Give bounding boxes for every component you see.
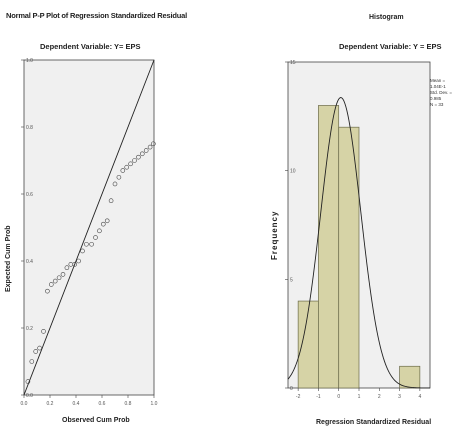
stats-n: N = 33 <box>430 102 444 107</box>
histogram-x-axis-label: Regression Standardized Residual <box>316 419 432 426</box>
histogram-y-tick-label: 10 <box>290 169 296 175</box>
histogram-x-tick-label: -2 <box>296 394 301 400</box>
histogram-x-tick-label: 2 <box>378 394 381 400</box>
pp-y-tick-label: 1.0 <box>26 58 33 64</box>
histogram-bar <box>399 365 421 389</box>
histogram-x-tick-label: 3 <box>398 394 401 400</box>
pp-x-tick-label: 0.4 <box>73 401 80 407</box>
pp-data-point <box>80 248 85 254</box>
pp-data-point <box>108 198 114 203</box>
pp-data-point <box>76 258 81 264</box>
pp-x-tick-label: 0.2 <box>47 401 54 407</box>
pp-x-tick-label: 0.8 <box>125 401 132 407</box>
pp-data-point <box>33 349 39 354</box>
pp-data-point <box>97 228 102 234</box>
pp-x-tick-label: 1.0 <box>151 401 158 407</box>
stats-mean: Mean = 1.04E-1 <box>430 78 446 89</box>
pp-data-point <box>132 158 137 163</box>
pp-data-point <box>89 241 94 247</box>
pp-plot-x-axis-label: Observed Cum Prob <box>62 417 130 424</box>
pp-data-point <box>29 359 35 364</box>
pp-data-point <box>101 221 106 227</box>
histogram-x-tick-label: 4 <box>418 394 421 400</box>
histogram-y-tick-label: 0 <box>290 386 293 392</box>
pp-data-point <box>147 144 153 150</box>
histogram-x-tick-label: 1 <box>358 394 361 400</box>
pp-data-point <box>48 282 54 287</box>
pp-data-point <box>120 168 126 173</box>
pp-data-point <box>52 278 58 284</box>
pp-data-point <box>72 262 77 267</box>
pp-data-point <box>124 164 129 170</box>
histogram-stats-legend: Mean = 1.04E-1 Std. Dev. = 0.985 N = 33 <box>430 78 458 108</box>
pp-plot: 0.0 0.2 0.4 0.6 0.8 1.0 0.0 0.2 0.4 0.6 0.8 1.0 <box>21 58 158 407</box>
pp-plot-subtitle: Dependent Variable: Y= EPS <box>40 42 141 51</box>
pp-data-point <box>93 235 98 240</box>
histogram-normal-curve <box>287 97 431 389</box>
pp-x-tick-label: 0.0 <box>21 401 28 407</box>
histogram-y-tick-label: 5 <box>290 277 293 283</box>
pp-data-point <box>104 218 110 224</box>
pp-plot-title: Normal P-P Plot of Regression Standardiz… <box>6 11 187 20</box>
histogram-bar <box>297 300 319 389</box>
pp-data-point <box>41 329 46 334</box>
pp-reference-line <box>23 59 155 396</box>
pp-data-point <box>140 151 145 157</box>
histogram-title: Histogram <box>369 14 404 21</box>
pp-data-point <box>56 275 62 281</box>
pp-data-point <box>64 265 70 271</box>
histogram-x-tick-label: -1 <box>316 394 321 400</box>
histogram-y-tick-label: 15 <box>290 60 296 66</box>
histogram-x-tick-label: 0 <box>337 394 340 400</box>
pp-x-tick-label: 0.6 <box>99 401 106 407</box>
stats-std-dev: Std. Dev. = 0.985 <box>430 90 453 101</box>
pp-data-point <box>37 345 42 351</box>
pp-data-point <box>116 174 122 180</box>
pp-data-point <box>60 272 66 277</box>
pp-data-point <box>112 181 118 187</box>
pp-data-point <box>128 161 133 167</box>
histogram-plot: -2 -1 0 1 2 3 4 0 5 10 15 <box>285 60 431 400</box>
histogram-bar <box>338 126 360 389</box>
pp-y-tick-label: 0.6 <box>26 192 33 198</box>
pp-y-tick-label: 0.4 <box>26 259 33 265</box>
histogram-subtitle: Dependent Variable: Y = EPS <box>339 42 442 51</box>
pp-data-point <box>25 379 31 384</box>
pp-data-point <box>143 148 149 153</box>
pp-data-point <box>136 154 141 160</box>
pp-data-point <box>84 241 89 247</box>
pp-y-tick-label: 0.2 <box>26 326 33 332</box>
pp-y-tick-label: 0.0 <box>26 393 33 399</box>
pp-data-point <box>151 141 156 147</box>
pp-data-point <box>45 288 50 294</box>
pp-y-tick-label: 0.8 <box>26 125 33 131</box>
